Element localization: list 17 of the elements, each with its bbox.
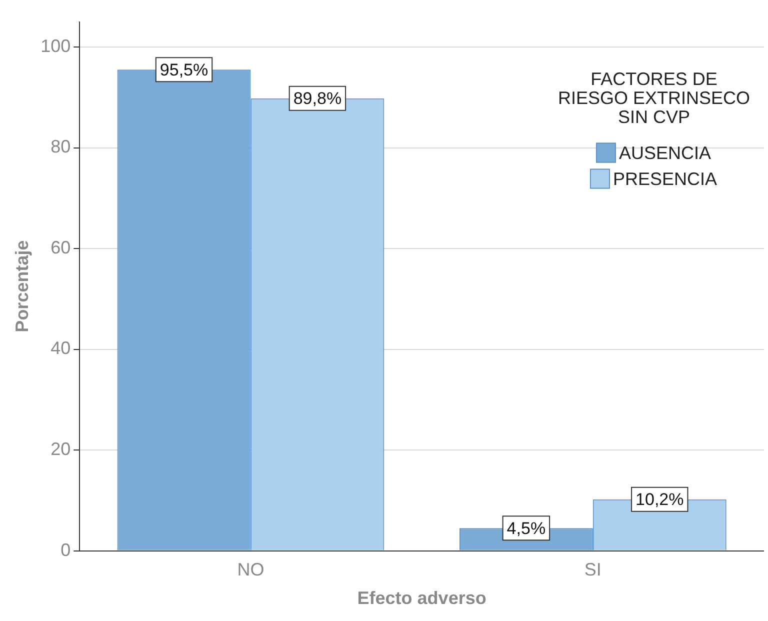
legend-title: FACTORES DE RIESGO EXTRINSECO SIN CVP (558, 68, 750, 127)
y-tick-label: 100 (40, 36, 71, 56)
x-tick-label: SI (584, 560, 602, 580)
x-axis-title: Efecto adverso (357, 588, 486, 608)
data-label: 10,2% (636, 490, 684, 510)
y-tick-label: 20 (50, 439, 71, 460)
y-tick-label: 60 (50, 237, 71, 258)
x-tick-label: NO (237, 560, 264, 580)
y-tick-label: 80 (50, 136, 71, 157)
legend-label: PRESENCIA (612, 168, 718, 189)
y-axis-title: Porcentaje (12, 240, 32, 332)
data-label: 95,5% (160, 60, 208, 80)
y-tick-label: 0 (60, 540, 71, 560)
y-tick-label: 40 (50, 338, 71, 358)
data-label: 89,8% (293, 89, 342, 108)
data-label: 4,5% (506, 518, 546, 538)
legend-label: AUSENCIA (618, 142, 712, 163)
